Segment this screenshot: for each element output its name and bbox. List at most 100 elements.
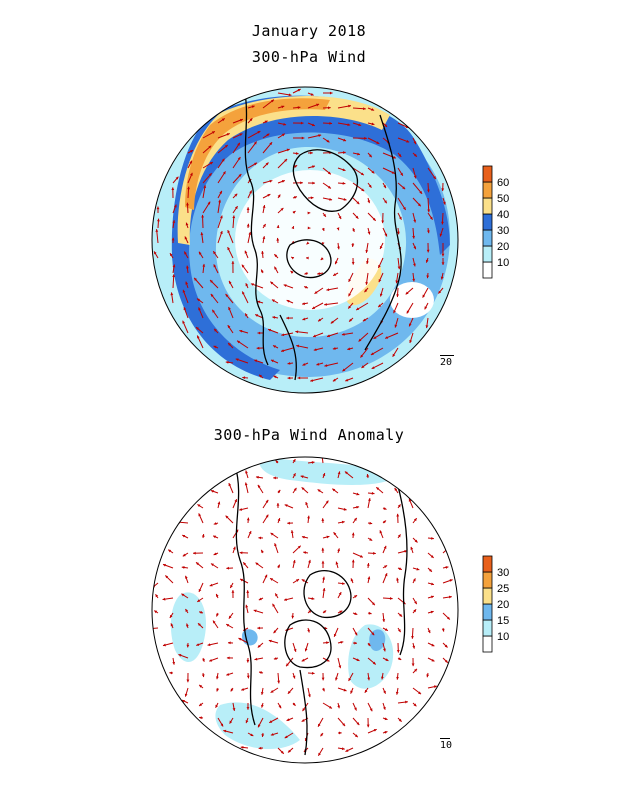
wind-vector-arrowhead [396,513,400,517]
wind-vector-arrowhead [242,376,246,380]
wind-vector-arrowhead [441,253,445,257]
coastline-east [364,114,402,351]
wind-vector-arrowhead [338,731,342,735]
colorbar-level-label: 40 [497,209,509,221]
wind-vector-arrowhead [396,231,400,235]
wind-vector-arrowhead [239,118,243,122]
wind-vector-arrowhead [367,643,371,647]
wind-vector-arrowhead [342,723,346,727]
wind-vector-arrowhead [244,482,248,486]
wind-vector-arrowhead [253,609,257,613]
wind-vector-arrowhead [230,584,233,588]
wind-vector-arrowhead [413,263,416,267]
wind-vector-arrowhead [367,231,371,235]
wind-vector-arrowhead [321,560,325,564]
wind-vector-arrowhead [308,559,311,563]
wind-vector-arrowhead [385,658,389,661]
wind-vector-arrowhead [246,659,250,663]
wind-vector-arrowhead [326,658,330,662]
wind-vector-arrowhead [342,181,346,185]
bottom-map-title: 300-hPa Wind Anomaly [213,426,405,444]
wind-vector-arrowhead [367,200,371,204]
wind-vector-arrowhead [334,261,338,265]
wind-vector-arrowhead [360,354,364,358]
wind-vector-arrowhead [220,723,224,727]
wind-vector-arrowhead [234,206,238,210]
wind-vector-arrowhead [324,302,327,306]
wind-vector-arrowhead [182,534,186,538]
wind-vector-arrowhead [418,691,422,695]
wind-vector-arrowhead [384,717,388,721]
wind-vector-arrowhead [352,228,355,232]
wind-vector-arrowhead [354,632,358,636]
wind-vector-arrowhead [429,568,432,572]
wind-vector-arrowhead [398,216,402,220]
wind-vector-arrowhead [422,294,426,298]
wind-vector-arrowhead [414,601,417,605]
anomaly-coastline-arctic [303,570,352,619]
wind-vector-arrowhead [277,194,281,198]
wind-vector-arrowhead [288,749,291,753]
wind-vector-arrowhead [347,347,351,351]
colorbar-level-label: 25 [497,583,509,595]
wind-vector-arrowhead [257,626,260,630]
wind-vector-arrowhead [449,579,453,582]
wind-vector-arrowhead [302,302,305,306]
wind-vector-arrowhead [439,233,443,237]
wind-vector-arrowhead [207,643,211,647]
wind-vector-arrowhead [307,515,310,519]
wind-vector-arrowhead [201,674,205,678]
wind-vector-arrowhead [441,188,445,192]
wind-vector-arrowhead [189,160,192,164]
colorbar-swatch [482,587,493,605]
wind-vector-arrowhead [302,317,306,321]
wind-vector-arrowhead [371,491,375,495]
wind-vector-arrowhead [216,613,219,617]
wind-vector-arrowhead [371,122,375,126]
wind-vector-arrowhead [438,290,442,294]
wind-vector-arrowhead [339,610,343,614]
wind-vector-arrowhead [369,521,373,525]
wind-vector-arrowhead [384,200,387,204]
wind-vector-arrowhead [371,366,375,369]
wind-vector-arrowhead [383,690,386,694]
wind-vector-arrowhead [269,142,273,146]
wind-vector-arrowhead [227,325,231,329]
wind-vector-arrowhead [442,201,446,205]
wind-vector-arrowhead [219,230,223,234]
wind-vector-arrowhead [305,501,309,505]
wind-vector-arrowhead [171,187,175,191]
wind-speed-polar-map [151,86,459,394]
wind-vector-arrowhead [295,330,299,334]
wind-vector-arrowhead [445,566,449,569]
wind-vector-arrowhead [355,215,359,219]
wind-vector-arrowhead [402,186,406,190]
coastline-south [279,314,297,381]
wind-vector-arrowhead [169,614,173,618]
wind-vector-arrowhead [384,123,388,127]
wind-vector-arrowhead [246,207,250,210]
wind-vector-arrowhead [286,663,289,667]
reference-vector-bottom-label: 10 [440,740,453,751]
wind-vector-arrowhead [275,593,278,597]
wind-vector-arrowhead [244,250,248,254]
wind-vector-arrowhead [364,289,368,293]
anomaly-coastline-islands [284,619,332,669]
wind-vector-arrowhead [291,256,295,260]
wind-vector-arrowhead [383,545,387,549]
wind-vector-arrowhead [239,329,243,333]
wind-vector-arrowhead [427,630,431,634]
wind-vector-arrowhead [394,324,398,328]
wind-vector-arrowhead [397,534,401,538]
speed-fill-20-30 [171,104,451,377]
speed-fill-50-60 [185,98,330,210]
wind-vector-arrowhead [301,535,305,539]
wind-vector-arrowhead [243,562,247,566]
anomaly-coastline-east [394,474,408,656]
wind-vector-arrowhead [322,588,326,591]
wind-vector-arrowhead [287,361,291,365]
speed-fill-under-10-pacific [390,282,434,318]
wind-vector-arrowhead [417,203,421,207]
wind-vector-arrowhead [283,284,287,287]
wind-vector-arrowhead [396,577,399,581]
